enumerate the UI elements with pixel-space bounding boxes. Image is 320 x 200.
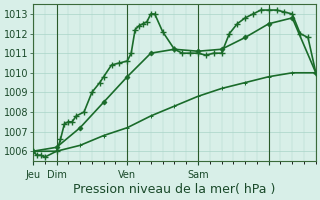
- X-axis label: Pression niveau de la mer( hPa ): Pression niveau de la mer( hPa ): [73, 183, 276, 196]
